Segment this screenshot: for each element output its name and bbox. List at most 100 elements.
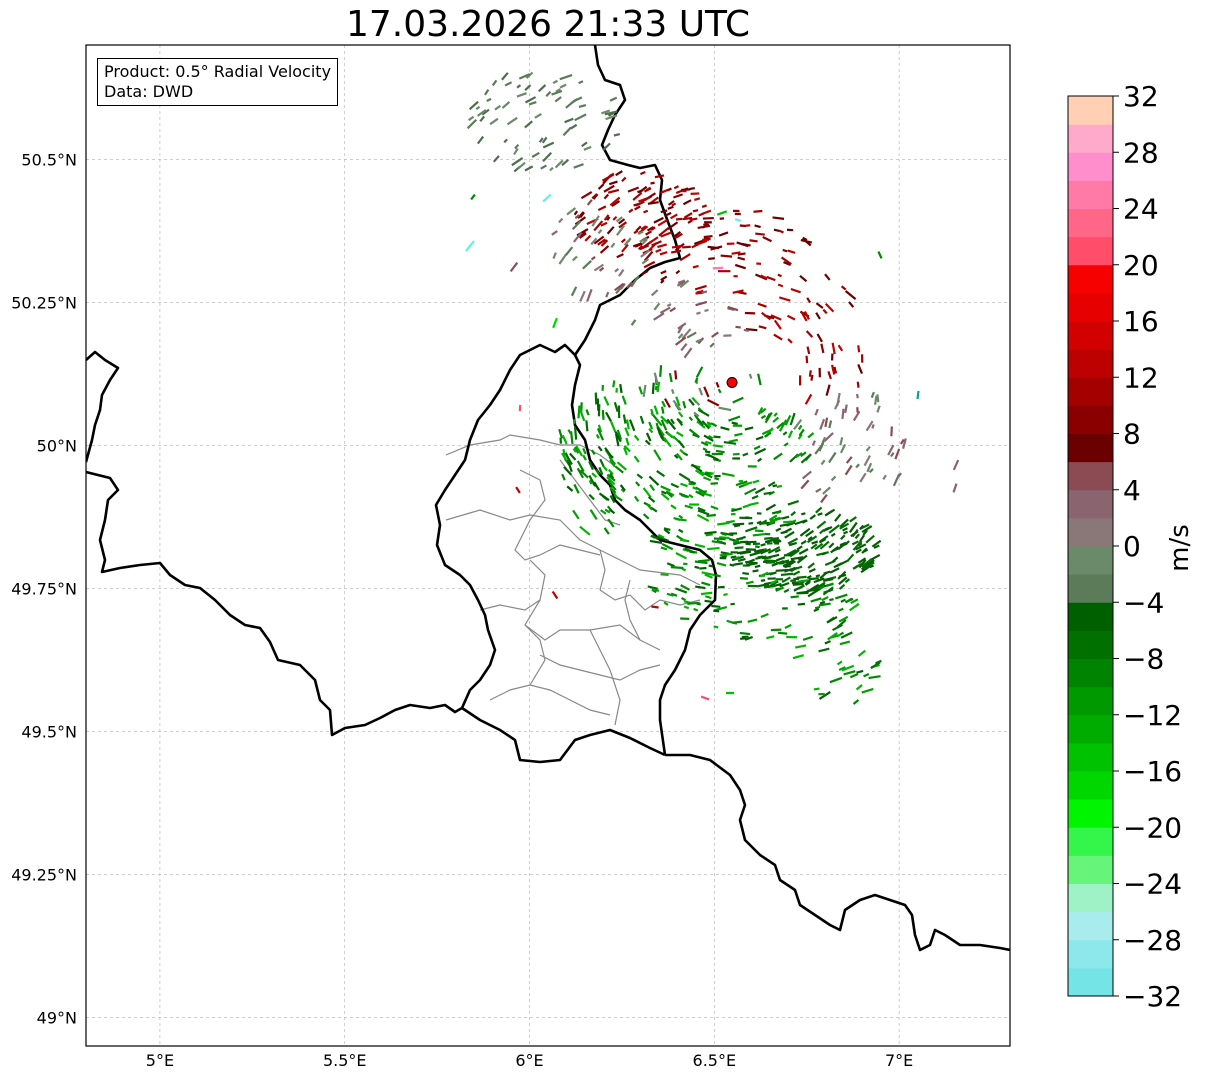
echo-gate [861, 558, 872, 568]
echo-gate [743, 481, 753, 487]
echo-gate [509, 261, 519, 273]
echo-gate [811, 540, 819, 545]
echo-gate [542, 141, 555, 149]
echo-gate [627, 186, 640, 193]
echo-gate [828, 451, 837, 464]
echo-gate [669, 306, 677, 313]
echo-gate [616, 429, 623, 440]
echo-gate [489, 117, 499, 126]
echo-gate [613, 132, 621, 137]
echo-gate [759, 407, 767, 414]
echo-gate [603, 193, 610, 200]
echo-gate [604, 110, 618, 116]
axis-tick-labels: 5°E 5.5°E 6°E 6.5°E 7°E 49°N 49.25°N 49.5°N 49.7… [11, 150, 913, 1070]
echo-gate [603, 396, 610, 406]
echo-gate [681, 328, 692, 340]
echo-gate [637, 230, 644, 235]
echo-gate [666, 418, 677, 431]
echo-gate [691, 463, 703, 473]
echo-gate [804, 579, 812, 586]
echo-gate [590, 256, 596, 261]
colorbar-segment [1068, 321, 1113, 350]
echo-gate [772, 216, 785, 220]
echo-gate [671, 244, 682, 249]
echo-gate [701, 581, 711, 587]
echo-gate [813, 581, 826, 591]
echo-gate [606, 226, 615, 235]
echo-gate [731, 620, 743, 624]
echo-gate [524, 84, 532, 91]
echo-gate [694, 565, 700, 570]
echo-gate [843, 530, 849, 535]
echo-gate [688, 482, 695, 486]
echo-gate [810, 543, 818, 550]
echo-gate [635, 200, 645, 207]
echo-gate [838, 607, 844, 612]
echo-gate [678, 514, 684, 520]
echo-gate [754, 224, 761, 229]
echo-gate [555, 88, 561, 93]
echo-gate [528, 101, 537, 106]
echo-gate [798, 584, 805, 590]
echo-gate [682, 451, 689, 457]
colorbar-segment [1068, 124, 1113, 153]
echo-gate [837, 570, 847, 580]
echo-gate [704, 530, 717, 535]
echo-gate [646, 503, 653, 511]
echo-gate [773, 333, 783, 341]
echo-gate [734, 546, 744, 550]
echo-gate [749, 550, 763, 557]
echo-gate [863, 455, 871, 467]
echo-gate [816, 520, 827, 529]
echo-gate [801, 470, 812, 480]
echo-gate [561, 452, 567, 460]
colorbar-tick-label: 12 [1123, 361, 1159, 394]
echo-gate [876, 405, 881, 413]
echo-gate [582, 447, 587, 455]
echo-gate [591, 215, 600, 227]
lat-tick-label: 50.5°N [21, 150, 77, 169]
echo-gate [758, 325, 767, 330]
echo-gate [671, 388, 675, 395]
echo-gate [660, 406, 665, 414]
echo-gate [706, 513, 716, 518]
echo-gate [866, 462, 873, 473]
echo-gate [590, 449, 596, 455]
echo-gate [714, 605, 728, 612]
echo-gate [799, 274, 808, 283]
echo-gate [828, 524, 840, 534]
echo-gate [871, 539, 882, 548]
graticule [86, 45, 1010, 1046]
echo-gate [784, 531, 795, 539]
echo-gate [790, 511, 797, 517]
echo-gate [646, 226, 655, 232]
echo-gate [731, 507, 743, 513]
echo-gate [731, 251, 741, 255]
echo-gate [656, 535, 670, 543]
echo-gate [862, 529, 869, 536]
echo-gate [839, 437, 844, 446]
echo-gate [745, 580, 754, 585]
echo-gate [811, 440, 816, 446]
echo-gate [781, 515, 790, 520]
echo-gate [619, 282, 626, 290]
echo-gate [793, 577, 800, 581]
echo-gate [820, 343, 825, 354]
echo-gate [703, 434, 714, 442]
echo-gate [615, 224, 626, 236]
echo-gate [718, 231, 729, 237]
colorbar-segment [1068, 771, 1113, 800]
echo-gate [650, 181, 655, 185]
echo-gate [602, 142, 611, 152]
echo-gate [788, 541, 797, 547]
echo-gate [661, 400, 667, 408]
echo-gate [467, 115, 475, 122]
echo-gate [742, 571, 750, 576]
echo-gate [676, 280, 686, 287]
echo-gate [820, 459, 826, 466]
echo-gate [599, 458, 605, 467]
echo-gate [840, 534, 846, 541]
echo-gate [694, 197, 701, 202]
echo-gate [683, 212, 693, 219]
echo-gate [855, 684, 863, 691]
